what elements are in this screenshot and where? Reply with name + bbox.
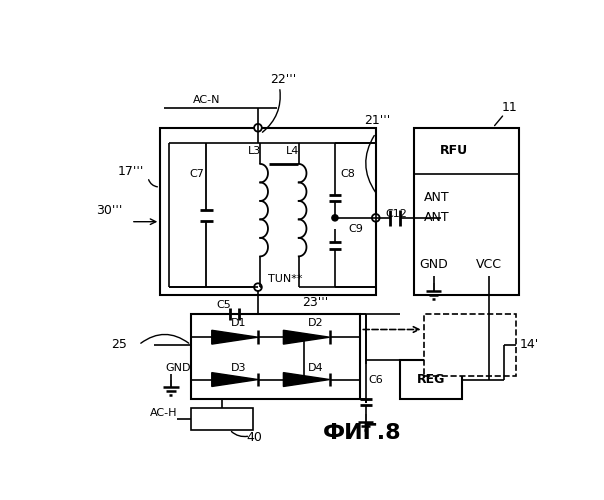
Bar [191, 408, 252, 430]
Bar [160, 128, 376, 295]
Bar [191, 314, 361, 399]
Text: 25: 25 [111, 338, 127, 351]
Bar [423, 314, 516, 376]
Text: 17''': 17''' [118, 165, 144, 178]
Polygon shape [283, 330, 330, 344]
Text: ANT: ANT [424, 212, 449, 224]
Text: C12: C12 [385, 209, 408, 219]
Text: C7: C7 [189, 169, 204, 179]
Bar [400, 360, 462, 399]
Text: 40: 40 [246, 431, 262, 444]
Text: C9: C9 [349, 224, 364, 234]
Text: 11: 11 [502, 101, 518, 114]
Text: RFU: RFU [440, 144, 468, 158]
Text: L4: L4 [286, 146, 300, 156]
Text: AC-N: AC-N [193, 95, 220, 105]
Text: C5: C5 [216, 300, 231, 310]
Text: 22''': 22''' [270, 72, 297, 86]
Circle shape [372, 214, 380, 222]
Circle shape [332, 215, 338, 221]
Bar [414, 128, 519, 295]
Text: 21''': 21''' [364, 114, 390, 126]
Polygon shape [212, 330, 258, 344]
Text: ФИГ.8: ФИГ.8 [323, 424, 401, 444]
Text: AC-H: AC-H [150, 408, 177, 418]
Text: D2: D2 [308, 318, 324, 328]
Text: GND: GND [419, 258, 448, 270]
Circle shape [254, 124, 262, 132]
Text: D4: D4 [308, 363, 324, 373]
Text: C8: C8 [340, 169, 355, 179]
Circle shape [254, 284, 262, 291]
Text: D1: D1 [231, 318, 246, 328]
Text: C6: C6 [368, 374, 383, 384]
Text: GND: GND [165, 363, 191, 373]
Text: VCC: VCC [476, 258, 502, 270]
Text: D3: D3 [231, 363, 246, 373]
Text: 14': 14' [520, 338, 539, 351]
Text: ANT: ANT [424, 190, 449, 203]
Text: REG: REG [417, 373, 445, 386]
Text: 23''': 23''' [303, 296, 329, 309]
Text: 30''': 30''' [96, 204, 123, 216]
Polygon shape [283, 372, 330, 386]
Text: L3: L3 [248, 146, 261, 156]
Polygon shape [212, 372, 258, 386]
Text: TUN**: TUN** [268, 274, 302, 284]
